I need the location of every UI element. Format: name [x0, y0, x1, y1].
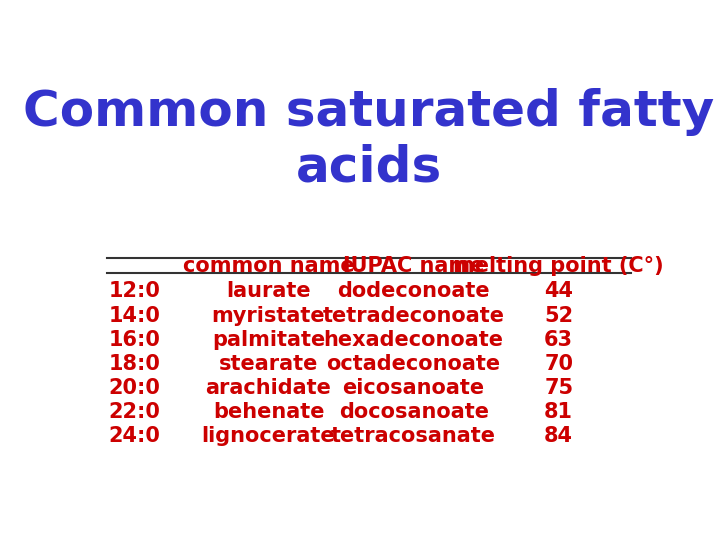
Text: 63: 63 [544, 329, 573, 349]
Text: 70: 70 [544, 354, 573, 374]
Text: octadeconoate: octadeconoate [327, 354, 500, 374]
Text: hexadeconoate: hexadeconoate [324, 329, 504, 349]
Text: 24:0: 24:0 [109, 426, 161, 446]
Text: common name: common name [183, 255, 354, 275]
Text: 16:0: 16:0 [109, 329, 161, 349]
Text: lignocerate: lignocerate [202, 426, 336, 446]
Text: 81: 81 [544, 402, 573, 422]
Text: palmitate: palmitate [212, 329, 325, 349]
Text: 14:0: 14:0 [109, 306, 161, 326]
Text: dodeconoate: dodeconoate [338, 281, 490, 301]
Text: laurate: laurate [226, 281, 311, 301]
Text: 44: 44 [544, 281, 573, 301]
Text: eicosanoate: eicosanoate [343, 378, 485, 398]
Text: 22:0: 22:0 [109, 402, 161, 422]
Text: tetradeconoate: tetradeconoate [323, 306, 505, 326]
Text: myristate: myristate [212, 306, 325, 326]
Text: docosanoate: docosanoate [338, 402, 489, 422]
Text: 52: 52 [544, 306, 573, 326]
Text: arachidate: arachidate [206, 378, 331, 398]
Text: behenate: behenate [213, 402, 324, 422]
Text: 75: 75 [544, 378, 573, 398]
Text: 20:0: 20:0 [109, 378, 161, 398]
Text: tetracosanate: tetracosanate [331, 426, 496, 446]
Text: 84: 84 [544, 426, 573, 446]
Text: stearate: stearate [219, 354, 318, 374]
Text: 12:0: 12:0 [109, 281, 161, 301]
Text: Common saturated fatty
acids: Common saturated fatty acids [23, 88, 715, 192]
Text: IUPAC name: IUPAC name [343, 255, 485, 275]
Text: melting point (C°): melting point (C°) [454, 255, 664, 275]
Text: 18:0: 18:0 [109, 354, 161, 374]
